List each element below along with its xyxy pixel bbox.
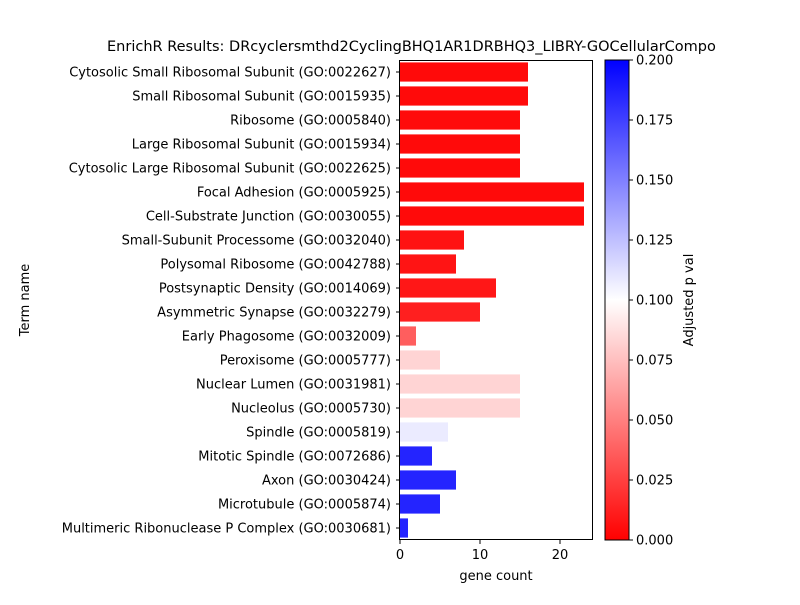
x-tick-label: 0 <box>396 548 404 563</box>
bar <box>400 206 584 226</box>
colorbar-tick-label: 0.025 <box>636 474 673 489</box>
colorbar-tick-label: 0.050 <box>636 414 673 429</box>
bar <box>400 182 584 202</box>
bar <box>400 134 520 154</box>
x-tick-labels: 0 10 20 <box>396 540 568 563</box>
bar <box>400 446 432 466</box>
y-axis-label: Term name <box>18 264 33 338</box>
bar <box>400 302 480 322</box>
colorbar-tick-labels: 0.000 0.025 0.050 0.075 0.100 0.125 0.150 0.175… <box>629 54 673 549</box>
y-tick-label: Early Phagosome (GO:0032009) <box>182 330 391 345</box>
y-tick-label: Nucleolus (GO:0005730) <box>231 402 391 417</box>
colorbar-tick-label: 0.200 <box>636 54 673 69</box>
y-tick-label: Multimeric Ribonuclease P Complex (GO:00… <box>62 522 391 537</box>
bar <box>400 158 520 178</box>
bar <box>400 398 520 418</box>
bar <box>400 326 416 346</box>
bar <box>400 470 456 490</box>
colorbar <box>604 59 630 541</box>
y-tick-label: Cell-Substrate Junction (GO:0030055) <box>146 210 391 225</box>
y-tick-label: Mitotic Spindle (GO:0072686) <box>198 450 391 465</box>
bar <box>400 350 440 370</box>
bar <box>400 254 456 274</box>
x-axis-label: gene count <box>459 569 532 584</box>
bar <box>400 86 528 106</box>
chart-title: EnrichR Results: DRcyclersmthd2CyclingBH… <box>107 39 716 55</box>
colorbar-label: Adjusted p val <box>682 254 697 347</box>
colorbar-tick-label: 0.175 <box>636 114 673 129</box>
y-tick-label: Cytosolic Large Ribosomal Subunit (GO:00… <box>69 162 391 177</box>
colorbar-tick-label: 0.125 <box>636 234 673 249</box>
colorbar-tick-label: 0.100 <box>636 294 673 309</box>
bar <box>400 62 528 82</box>
colorbar-tick-label: 0.075 <box>636 354 673 369</box>
y-tick-label: Axon (GO:0030424) <box>262 474 391 489</box>
y-tick-label: Ribosome (GO:0005840) <box>230 114 391 129</box>
y-tick-label: Small-Subunit Processome (GO:0032040) <box>122 234 391 249</box>
y-tick-label: Asymmetric Synapse (GO:0032279) <box>157 306 391 321</box>
colorbar-tick-label: 0.150 <box>636 174 673 189</box>
bar <box>400 518 408 538</box>
bar <box>400 230 464 250</box>
y-tick-label: Peroxisome (GO:0005777) <box>220 354 391 369</box>
bars-group <box>400 62 584 538</box>
y-tick-label: Microtubule (GO:0005874) <box>218 498 391 513</box>
y-tick-label: Polysomal Ribosome (GO:0042788) <box>160 258 391 273</box>
colorbar-tick-label: 0.000 <box>636 534 673 549</box>
y-tick-label: Nuclear Lumen (GO:0031981) <box>196 378 391 393</box>
y-tick-label: Spindle (GO:0005819) <box>246 426 391 441</box>
y-tick-label: Cytosolic Small Ribosomal Subunit (GO:00… <box>69 66 391 81</box>
bar <box>400 110 520 130</box>
y-tick-label: Focal Adhesion (GO:0005925) <box>197 186 391 201</box>
y-tick-label: Postsynaptic Density (GO:0014069) <box>159 282 391 297</box>
bar <box>400 422 448 442</box>
bar <box>400 494 440 514</box>
bar <box>400 278 496 298</box>
y-tick-labels: Cytosolic Small Ribosomal Subunit (GO:00… <box>62 66 400 537</box>
bar <box>400 374 520 394</box>
plot-frame <box>399 60 593 540</box>
x-tick-label: 20 <box>552 548 569 563</box>
y-tick-label: Small Ribosomal Subunit (GO:0015935) <box>132 90 391 105</box>
x-tick-label: 10 <box>472 548 489 563</box>
y-tick-label: Large Ribosomal Subunit (GO:0015934) <box>132 138 391 153</box>
